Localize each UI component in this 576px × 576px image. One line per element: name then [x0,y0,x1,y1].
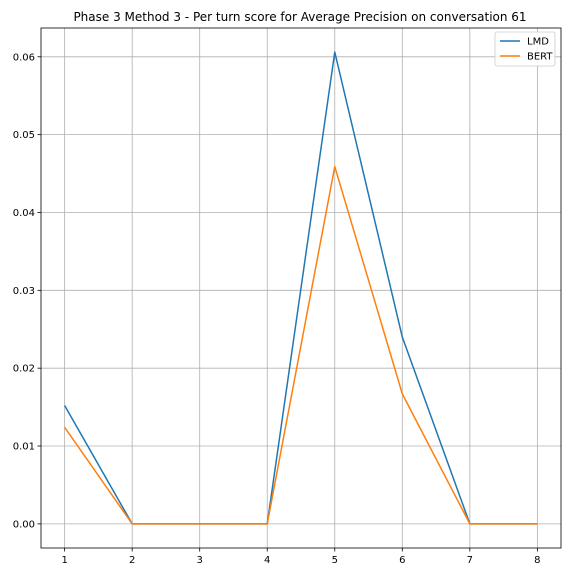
x-tick-label: 5 [332,555,338,566]
chart-title: Phase 3 Method 3 - Per turn score for Av… [73,10,526,24]
legend-label: BERT [527,52,553,63]
legend: LMD BERT [494,31,556,67]
x-tick-label: 1 [61,555,67,566]
y-tick-label: 0.02 [13,364,35,375]
y-tick-label: 0.00 [13,519,35,530]
y-axis: 0.00 0.01 0.02 0.03 0.04 0.05 0.06 [13,52,41,530]
y-tick-label: 0.06 [13,52,35,63]
series-line-bert [64,165,538,525]
x-tick-label: 7 [467,555,473,566]
x-tick-label: 4 [264,555,270,566]
x-axis: 1 2 3 4 5 6 7 8 [61,548,541,566]
series-line-lmd [63,51,538,525]
series-lines [63,51,538,525]
x-tick-label: 8 [534,555,540,566]
x-tick-label: 6 [399,555,405,566]
grid [41,28,561,548]
y-tick-label: 0.01 [13,442,35,453]
x-tick-label: 2 [129,555,135,566]
legend-label: LMD [527,37,549,48]
y-tick-label: 0.03 [13,286,35,297]
plot-area [40,27,562,549]
y-tick-label: 0.04 [13,208,35,219]
y-tick-label: 0.05 [13,130,35,141]
x-tick-label: 3 [197,555,203,566]
